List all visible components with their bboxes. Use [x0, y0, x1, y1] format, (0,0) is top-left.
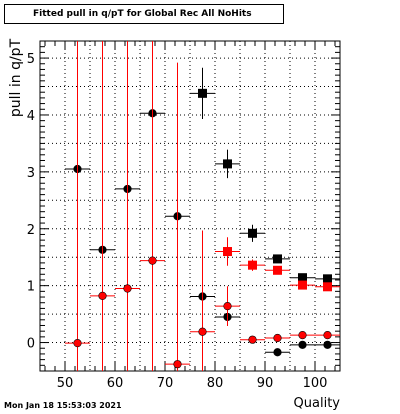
y-tick-label: 0 [27, 337, 35, 352]
x-tick-label: 100 [303, 376, 328, 391]
square-marker [248, 228, 257, 238]
square-marker [298, 280, 307, 290]
x-tick-label: 70 [157, 376, 174, 391]
axis-ticks [40, 40, 340, 372]
square-marker [273, 265, 282, 275]
circle-marker [323, 331, 332, 340]
square-marker [323, 282, 332, 292]
tick-labels: 50 60 70 80 90 100 0 1 2 3 4 5 [27, 52, 328, 391]
y-tick-label: 5 [27, 52, 35, 67]
x-tick-label: 90 [257, 376, 274, 391]
x-axis-label: Quality [293, 396, 340, 411]
circle-marker [223, 302, 232, 311]
square-marker [223, 247, 232, 257]
square-marker [273, 254, 282, 264]
timestamp: Mon Jan 18 15:53:03 2021 [4, 401, 122, 410]
circle-marker [273, 333, 282, 343]
y-tick-label: 4 [27, 109, 35, 124]
y-tick-label: 2 [27, 223, 35, 238]
x-tick-label: 50 [57, 376, 74, 391]
square-marker [298, 273, 307, 283]
circle-marker [198, 327, 207, 336]
circle-marker [323, 340, 332, 349]
square-marker [248, 260, 257, 270]
x-tick-label: 80 [207, 376, 224, 391]
chart-title: Fitted pull in q/pT for Global Rec All N… [4, 4, 284, 24]
y-tick-label: 1 [27, 280, 35, 295]
y-axis-label: pull in q/pT [8, 38, 24, 118]
grid-lines [40, 41, 340, 371]
square-marker [223, 159, 232, 169]
circle-marker [298, 340, 307, 349]
circle-marker [73, 339, 82, 348]
circle-marker [273, 348, 282, 357]
square-marker [323, 274, 332, 284]
circle-marker [248, 335, 257, 344]
circle-marker [98, 291, 107, 300]
square-marker [198, 88, 207, 98]
circle-marker [298, 331, 307, 340]
circle-marker [148, 256, 157, 265]
y-tick-label: 3 [27, 166, 35, 181]
circle-marker [173, 360, 182, 369]
circle-marker [123, 284, 132, 293]
x-tick-label: 60 [107, 376, 124, 391]
data-points [65, 41, 340, 371]
